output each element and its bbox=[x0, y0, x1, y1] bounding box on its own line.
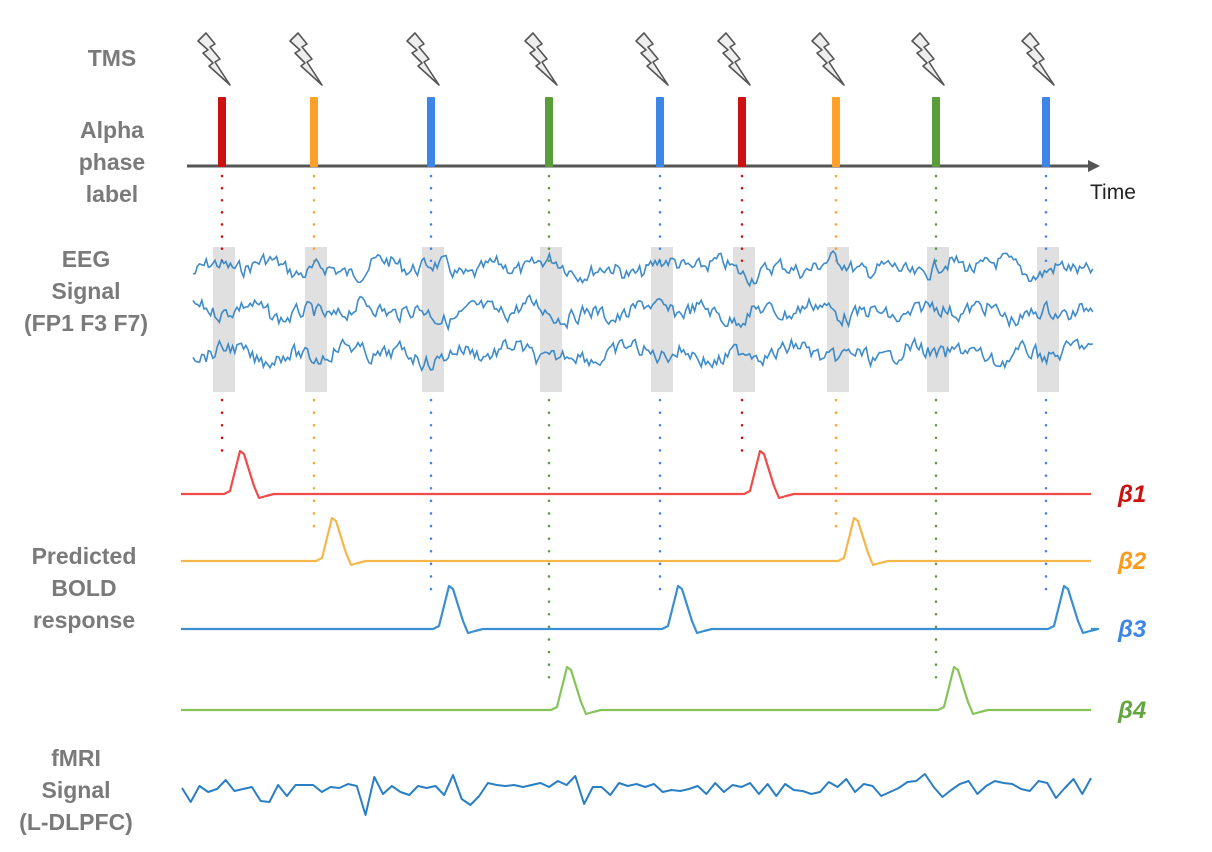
dotted-connectors bbox=[220, 174, 1048, 680]
eeg-band bbox=[1037, 247, 1059, 392]
eeg-channel-trace bbox=[192, 249, 1094, 288]
lightning-bolt-icon bbox=[289, 32, 323, 86]
lightning-bolt-icon bbox=[197, 32, 231, 86]
phase-marker bbox=[738, 97, 746, 167]
label-eeg-2: Signal bbox=[51, 278, 120, 304]
lightning-bolt-icon bbox=[635, 32, 669, 86]
lightning-bolt-icon bbox=[811, 32, 845, 86]
phase-marker bbox=[545, 97, 553, 167]
beta-label: β2 bbox=[1117, 548, 1147, 575]
label-eeg-3: (FP1 F3 F7) bbox=[24, 310, 148, 336]
eeg-band bbox=[213, 247, 235, 392]
tms-pulses bbox=[197, 32, 1055, 86]
phase-marker bbox=[218, 97, 226, 167]
label-bold-1: Predicted bbox=[32, 543, 137, 569]
label-fmri-1: fMRI bbox=[51, 745, 101, 771]
bold-regressor-trace bbox=[181, 584, 1100, 635]
label-alpha-2: phase bbox=[79, 149, 145, 175]
label-bold-2: BOLD bbox=[51, 575, 116, 601]
eeg-channel-trace bbox=[192, 293, 1094, 332]
lightning-bolt-icon bbox=[911, 32, 945, 86]
row-labels: TMS Alpha phase label EEG Signal (FP1 F3… bbox=[19, 45, 148, 835]
phase-marker bbox=[932, 97, 940, 167]
label-tms: TMS bbox=[88, 45, 137, 71]
phase-marker bbox=[427, 97, 435, 167]
phase-marker bbox=[656, 97, 664, 167]
eeg-band bbox=[733, 247, 755, 392]
phase-marker bbox=[1042, 97, 1050, 167]
lightning-bolt-icon bbox=[717, 32, 751, 86]
beta-labels: β1 β2 β3 β4 bbox=[1117, 481, 1147, 724]
eeg-band bbox=[927, 247, 949, 392]
label-alpha-3: label bbox=[86, 181, 138, 207]
eeg-traces bbox=[192, 249, 1094, 373]
phase-markers bbox=[218, 97, 1050, 167]
bold-regressor-trace bbox=[181, 665, 1091, 716]
eeg-band bbox=[305, 247, 327, 392]
arrow-right-icon bbox=[1088, 160, 1100, 172]
time-axis-label: Time bbox=[1090, 181, 1136, 204]
phase-marker bbox=[832, 97, 840, 167]
lightning-bolt-icon bbox=[524, 32, 558, 86]
label-fmri-2: Signal bbox=[41, 777, 110, 803]
beta-label: β3 bbox=[1117, 616, 1147, 643]
eeg-channel-trace bbox=[192, 336, 1094, 373]
label-alpha-1: Alpha bbox=[80, 117, 144, 143]
eeg-band bbox=[540, 247, 562, 392]
label-bold-3: response bbox=[33, 607, 135, 633]
label-fmri-3: (L-DLPFC) bbox=[19, 809, 133, 835]
beta-label: β4 bbox=[1117, 697, 1146, 724]
bold-regressor-trace bbox=[181, 449, 1091, 500]
bold-regressor-trace bbox=[181, 516, 1091, 567]
label-eeg-1: EEG bbox=[62, 246, 111, 272]
eeg-band bbox=[651, 247, 673, 392]
lightning-bolt-icon bbox=[1021, 32, 1055, 86]
fmri-trace bbox=[181, 773, 1092, 816]
predicted-bold-traces bbox=[181, 449, 1100, 716]
phase-marker bbox=[310, 97, 318, 167]
fmri-signal bbox=[181, 773, 1092, 816]
beta-label: β1 bbox=[1117, 481, 1146, 508]
lightning-bolt-icon bbox=[406, 32, 440, 86]
